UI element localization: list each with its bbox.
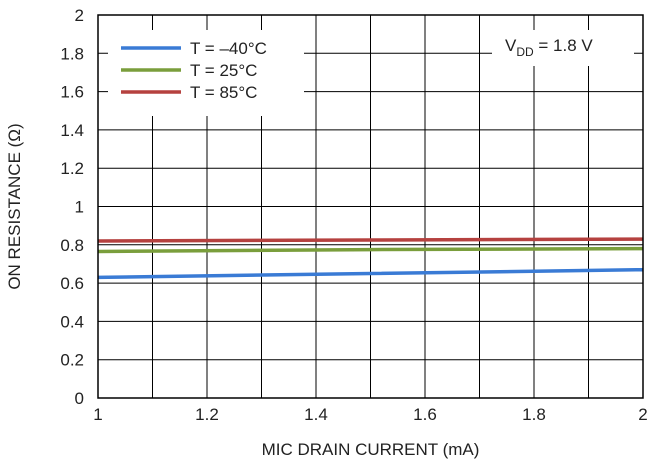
vdd-annotation-rest: = 1.8 V: [534, 36, 594, 55]
y-tick-label: 1.6: [60, 83, 84, 102]
x-tick-label: 1.6: [413, 405, 437, 424]
grid-lines: [98, 15, 643, 398]
vdd-annotation-sub: DD: [516, 45, 534, 59]
vdd-annotation-base: V: [505, 36, 517, 55]
y-tick-label: 1.2: [60, 159, 84, 178]
series-line: [97, 267, 644, 280]
x-axis-title: MIC DRAIN CURRENT (mA): [262, 440, 480, 459]
y-tick-label: 1.8: [60, 44, 84, 63]
x-tick-label: 2: [638, 405, 647, 424]
series-line: [97, 237, 644, 243]
series-line: [97, 246, 644, 254]
y-tick-label: 0: [75, 389, 84, 408]
x-tick-label: 1.8: [522, 405, 546, 424]
legend: T = –40°C T = 25°C T = 85°C: [108, 30, 304, 116]
legend-label: T = –40°C: [190, 39, 267, 58]
vdd-annotation-text: VDD = 1.8 V: [505, 36, 593, 59]
y-tick-label: 1.4: [60, 121, 84, 140]
y-tick-label: 0.4: [60, 312, 84, 331]
y-tick-label: 0.2: [60, 351, 84, 370]
vdd-annotation-box: [492, 30, 634, 66]
series-lines: [97, 237, 644, 280]
y-tick-label: 1: [75, 198, 84, 217]
y-tick-label: 2: [75, 6, 84, 25]
y-axis-title: ON RESISTANCE (Ω): [5, 123, 24, 289]
legend-label: T = 25°C: [190, 61, 257, 80]
plot-frame: [97, 14, 644, 399]
x-tick-label: 1.2: [195, 405, 219, 424]
legend-box: [108, 30, 304, 116]
x-tick-labels: 1 1.2 1.4 1.6 1.8 2: [93, 405, 647, 424]
y-tick-labels: 0 0.2 0.4 0.6 0.8 1 1.2 1.4 1.6 1.8 2: [60, 6, 84, 408]
x-tick-label: 1.4: [304, 405, 328, 424]
vdd-annotation: VDD = 1.8 V: [492, 30, 634, 66]
x-tick-label: 1: [93, 405, 102, 424]
y-tick-label: 0.6: [60, 274, 84, 293]
legend-label: T = 85°C: [190, 83, 257, 102]
y-tick-label: 0.8: [60, 236, 84, 255]
